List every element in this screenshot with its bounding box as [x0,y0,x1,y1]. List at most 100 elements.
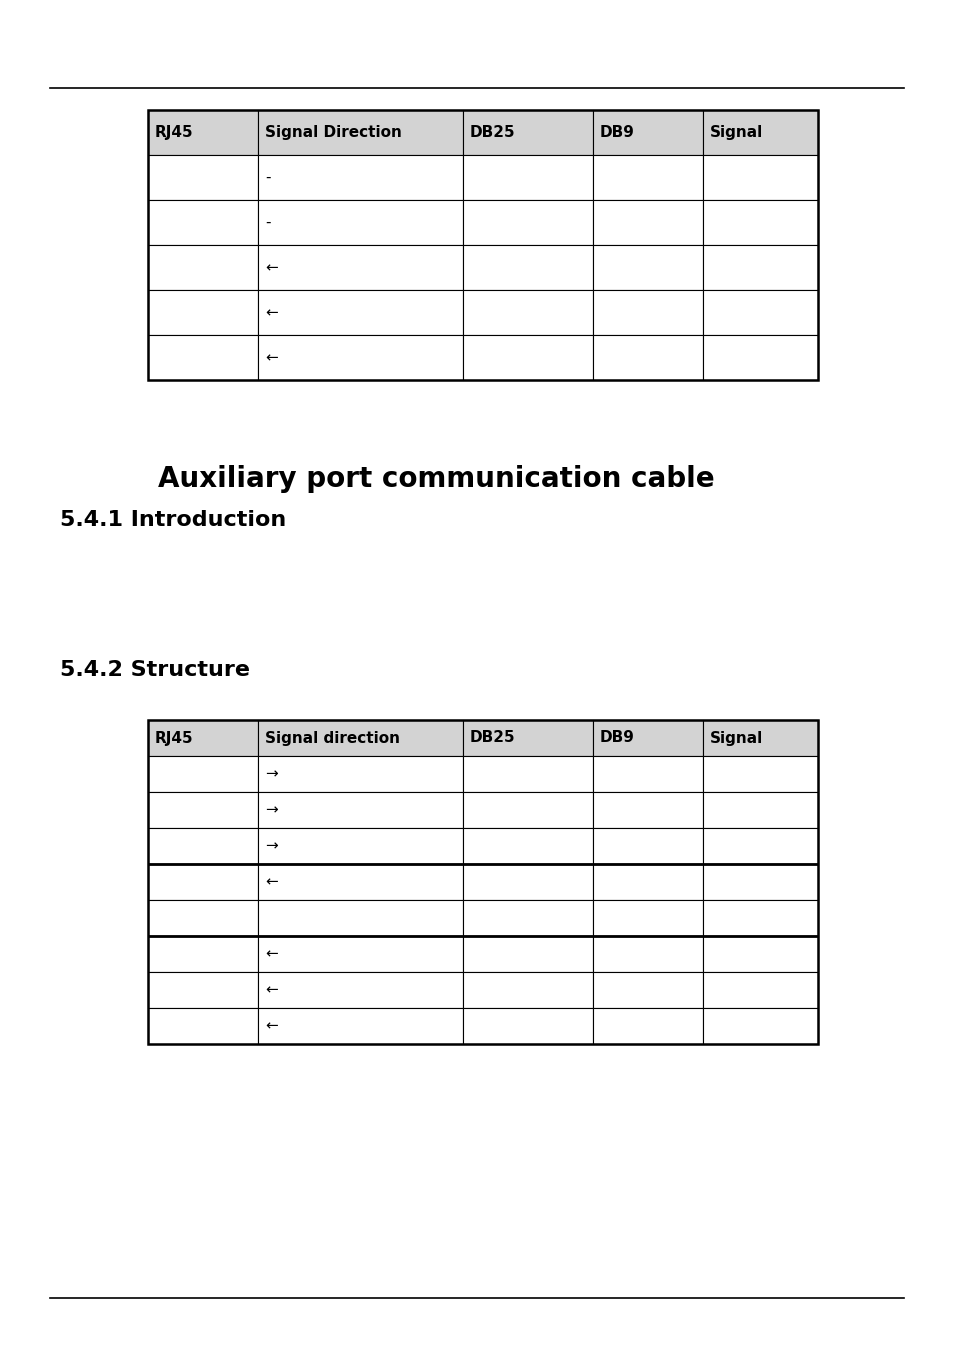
Text: RJ45: RJ45 [154,730,193,745]
Bar [257,335,462,379]
Bar [462,200,593,244]
Bar [702,936,817,972]
Bar [148,972,257,1008]
Bar [593,972,702,1008]
Text: ←: ← [265,261,277,275]
Bar [702,109,817,155]
Bar [148,864,257,900]
Bar [148,335,257,379]
Text: Auxiliary port communication cable: Auxiliary port communication cable [158,464,714,493]
Text: Signal: Signal [709,730,762,745]
Text: ←: ← [265,946,277,961]
Bar [593,756,702,792]
Text: ←: ← [265,983,277,998]
Bar [148,200,257,244]
Bar [148,792,257,828]
Bar [257,864,462,900]
Bar [702,155,817,200]
Text: Signal Direction: Signal Direction [265,126,401,140]
Bar [593,109,702,155]
Bar [257,936,462,972]
Text: 5.4.1 Introduction: 5.4.1 Introduction [60,510,286,531]
Text: ←: ← [265,875,277,890]
Bar [462,864,593,900]
Bar [257,972,462,1008]
Bar [462,900,593,936]
Bar [702,756,817,792]
Text: DB25: DB25 [470,730,515,745]
Bar [148,900,257,936]
Text: Signal: Signal [709,126,762,140]
Text: ←: ← [265,305,277,320]
Text: 5.4.2 Structure: 5.4.2 Structure [60,660,250,680]
Bar [148,290,257,335]
Bar [593,1008,702,1044]
Text: ←: ← [265,350,277,365]
Text: →: → [265,767,277,782]
Bar [462,972,593,1008]
Bar [462,936,593,972]
Bar [593,900,702,936]
Bar [593,290,702,335]
Bar [702,792,817,828]
Bar [257,1008,462,1044]
Bar [702,244,817,290]
Bar [148,720,257,756]
Bar [702,900,817,936]
Bar [462,756,593,792]
Bar [593,792,702,828]
Bar [702,200,817,244]
Bar [593,720,702,756]
Bar [702,335,817,379]
Bar [462,155,593,200]
Bar [257,720,462,756]
Bar [593,864,702,900]
Bar [702,828,817,864]
Bar [148,936,257,972]
Bar [462,335,593,379]
Bar [593,200,702,244]
Bar [462,109,593,155]
Bar [257,828,462,864]
Bar [702,290,817,335]
Bar [148,720,817,1044]
Text: ←: ← [265,1018,277,1034]
Bar [257,109,462,155]
Bar [593,335,702,379]
Bar [257,155,462,200]
Bar [257,290,462,335]
Bar [148,756,257,792]
Bar [257,200,462,244]
Bar [702,1008,817,1044]
Bar [257,244,462,290]
Bar [462,720,593,756]
Text: DB9: DB9 [599,126,634,140]
Bar [257,900,462,936]
Text: DB9: DB9 [599,730,634,745]
Bar [462,290,593,335]
Bar [462,792,593,828]
Bar [148,1008,257,1044]
Bar [702,720,817,756]
Bar [702,972,817,1008]
Text: -: - [265,170,271,185]
Bar [462,828,593,864]
Bar [593,244,702,290]
Bar [148,828,257,864]
Bar [148,244,257,290]
Text: -: - [265,215,271,230]
Bar [148,109,257,155]
Text: Signal direction: Signal direction [265,730,399,745]
Text: DB25: DB25 [470,126,515,140]
Text: →: → [265,838,277,853]
Bar [702,864,817,900]
Bar [462,244,593,290]
Bar [148,109,817,379]
Bar [148,155,257,200]
Text: RJ45: RJ45 [154,126,193,140]
Bar [593,936,702,972]
Bar [593,828,702,864]
Text: →: → [265,802,277,818]
Bar [462,1008,593,1044]
Bar [593,155,702,200]
